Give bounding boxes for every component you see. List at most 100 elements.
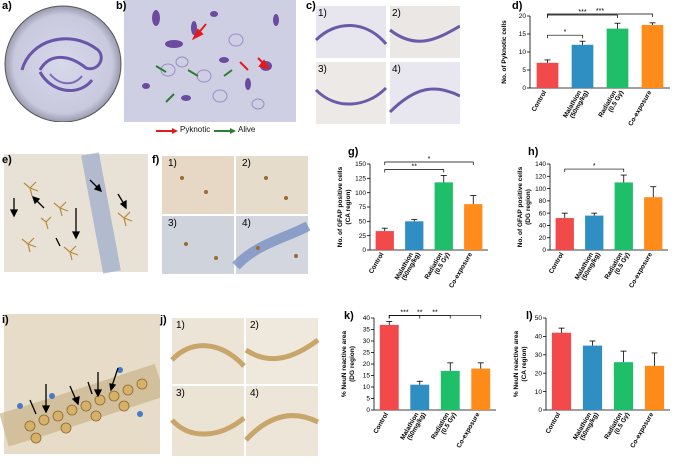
y-tick-label: 100 xyxy=(355,190,366,197)
j-sub-1: 1) xyxy=(176,320,185,331)
panel-f: f) 1) 2) 3) 4) xyxy=(146,148,310,278)
y-tick-label: 15 xyxy=(519,31,527,38)
pyknotic-arrow-icons xyxy=(191,23,271,71)
astrocyte-arrow-icons xyxy=(9,179,127,247)
y-tick-label: 15 xyxy=(363,373,371,380)
panel-g-label: g) xyxy=(348,146,359,158)
hippocampus-overview-image xyxy=(0,0,122,123)
bar xyxy=(375,231,394,250)
j-sub-3: 3) xyxy=(176,388,185,399)
j-sub-2: 2) xyxy=(250,320,259,331)
panel-c: c) 1) 2) 3) 4) xyxy=(296,0,460,128)
pyknotic-micrograph-image xyxy=(124,0,296,134)
y-tick-label: 20 xyxy=(363,361,371,368)
c-sub-1: 1) xyxy=(318,8,327,19)
y-axis-label: (CA region) xyxy=(345,189,352,224)
y-tick-label: 0 xyxy=(366,407,370,414)
f-sub-3: 3) xyxy=(168,218,177,229)
y-tick-label: 10 xyxy=(519,49,527,56)
y-tick-label: 0 xyxy=(522,85,526,92)
y-axis-label: % NeuN reactive area xyxy=(513,331,520,398)
significance-label: *** xyxy=(400,309,408,316)
panel-i: i) xyxy=(0,310,166,458)
y-tick-label: 5 xyxy=(366,396,370,403)
y-tick-label: 80 xyxy=(539,198,547,205)
chart-l-svg: 0 10 20 30 40 50 % NeuN reactive area (CA regio… xyxy=(513,315,670,449)
significance-bracket xyxy=(564,168,625,173)
chart-k-svg: 0 5 10 15 20 25 30 35 40 % NeuN reactive area (DG … xyxy=(341,309,496,449)
panel-b: b) Pyknotic Alive xyxy=(116,0,296,140)
x-tick-label: Control xyxy=(531,89,549,113)
bar xyxy=(571,44,594,88)
bar xyxy=(641,25,664,88)
significance-label: *** xyxy=(578,9,586,16)
neun-dg-image xyxy=(0,314,166,454)
legend-b xyxy=(156,128,236,134)
bar xyxy=(551,332,572,410)
chart-h-svg: 0 20 40 60 80 100 120 140 No. of GFAP positive c… xyxy=(517,161,668,289)
y-tick-label: 40 xyxy=(539,223,547,230)
bar xyxy=(585,215,604,250)
chart-d: d) 0 5 10 15 20 No. of Pyknotic cells Control M… xyxy=(468,0,676,140)
bar xyxy=(555,218,574,250)
legend-alive-label: Alive xyxy=(238,125,256,134)
x-tick-label: Control xyxy=(372,411,390,435)
y-tick-label: 25 xyxy=(363,350,371,357)
x-tick-label: Co-exposure xyxy=(448,251,474,289)
significance-bracket xyxy=(547,34,583,39)
chart-k: k) 0 5 10 15 20 25 30 35 40 % NeuN reactive area(… xyxy=(326,306,504,460)
bar xyxy=(464,204,483,250)
y-tick-label: 30 xyxy=(363,338,371,345)
f-sub-4: 4) xyxy=(242,218,251,229)
y-tick-label: 75 xyxy=(359,204,367,211)
x-tick-label: Co-exposure xyxy=(456,411,482,449)
significance-label: ** xyxy=(417,309,423,316)
panel-b-label: b) xyxy=(116,0,127,12)
y-axis-label: % NeuN reactive area xyxy=(341,331,348,398)
legend-pyknotic-label: Pyknotic xyxy=(180,125,211,134)
y-axis-label: (DG region) xyxy=(349,346,356,382)
y-tick-label: 5 xyxy=(522,67,526,74)
y-tick-label: 140 xyxy=(535,161,546,168)
y-tick-label: 0 xyxy=(362,247,366,254)
panel-j-label: j) xyxy=(160,314,167,326)
bar xyxy=(471,368,491,410)
y-tick-label: 125 xyxy=(355,176,366,183)
y-tick-label: 20 xyxy=(539,235,547,242)
y-axis-label: (DG region) xyxy=(525,189,532,225)
y-tick-label: 40 xyxy=(363,315,371,322)
panel-c-label: c) xyxy=(306,0,316,12)
chart-g-svg: 0 25 50 75 100 125 150 No. of GFAP positive cel… xyxy=(337,156,488,289)
significance-label: * xyxy=(564,29,567,36)
y-tick-label: 40 xyxy=(535,334,543,341)
panel-d-label: d) xyxy=(512,0,523,12)
y-axis-label: No. of GFAP positive cells xyxy=(337,166,344,247)
f-sub-1: 1) xyxy=(168,158,177,169)
y-tick-label: 150 xyxy=(355,161,366,168)
y-tick-label: 35 xyxy=(363,327,371,334)
x-tick-label: Control xyxy=(548,251,566,275)
significance-label: *** xyxy=(596,8,604,15)
y-tick-label: 60 xyxy=(539,210,547,217)
panel-c-micrographs xyxy=(314,6,460,124)
panel-h-label: h) xyxy=(528,146,539,158)
c-sub-2: 2) xyxy=(392,8,401,19)
bar xyxy=(440,370,460,410)
significance-bracket xyxy=(547,13,653,17)
panel-j-micrographs xyxy=(170,318,320,456)
x-tick-label: Co-exposure xyxy=(629,411,655,449)
y-tick-label: 20 xyxy=(535,370,543,377)
x-tick-label: Co-exposure xyxy=(627,89,653,127)
y-tick-label: 30 xyxy=(535,352,543,359)
panel-l-label: l) xyxy=(526,310,533,322)
y-axis-label: (CA region) xyxy=(521,346,528,381)
panel-j: j) 1) 2) 3) 4) xyxy=(160,310,320,460)
panel-e: e) xyxy=(0,148,148,276)
y-axis-label: No. of GFAP positive cells xyxy=(517,166,524,247)
bar xyxy=(613,362,634,410)
significance-bracket xyxy=(384,169,445,173)
y-tick-label: 100 xyxy=(535,186,546,193)
y-tick-label: 50 xyxy=(359,219,367,226)
significance-label: ** xyxy=(412,163,418,170)
bar xyxy=(644,365,665,410)
